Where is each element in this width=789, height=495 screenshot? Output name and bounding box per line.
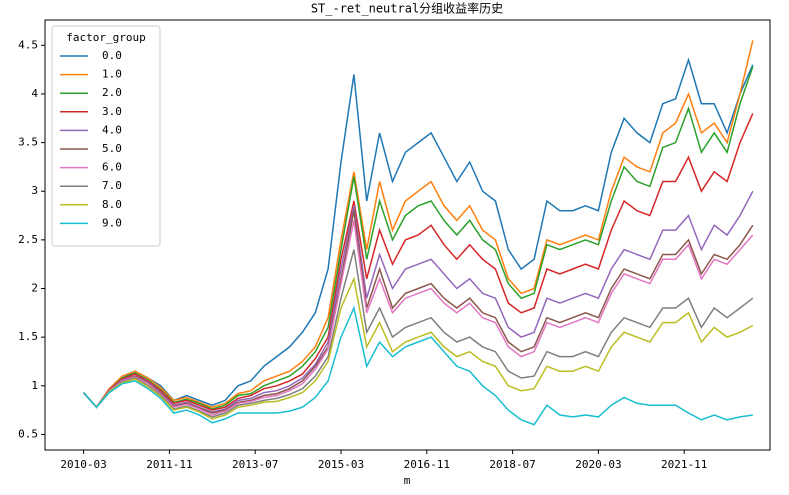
- x-tick-label: 2010-03: [60, 458, 106, 471]
- y-tick-label: 3.5: [18, 136, 38, 149]
- y-tick-label: 4: [31, 87, 38, 100]
- legend-label: 5.0: [102, 142, 122, 155]
- legend-label: 7.0: [102, 179, 122, 192]
- y-tick-label: 2: [31, 282, 38, 295]
- y-tick-label: 4.5: [18, 38, 38, 51]
- y-tick-label: 0.5: [18, 427, 38, 440]
- series-line: [83, 220, 754, 416]
- series-line: [83, 66, 754, 410]
- legend-label: 2.0: [102, 86, 122, 99]
- series-line: [83, 276, 754, 420]
- legend-label: 6.0: [102, 161, 122, 174]
- x-tick-label: 2011-11: [146, 458, 192, 471]
- legend-label: 9.0: [102, 216, 122, 229]
- series-line: [83, 305, 753, 426]
- x-tick-label: 2018-07: [489, 458, 535, 471]
- x-tick-label: 2015-03: [318, 458, 364, 471]
- series-line: [83, 210, 754, 414]
- legend-label: 1.0: [102, 68, 122, 81]
- x-tick-label: 2013-07: [232, 458, 278, 471]
- x-axis-label: m: [404, 474, 411, 487]
- series-line: [83, 113, 754, 411]
- plot-frame: [44, 19, 771, 451]
- y-tick-label: 1: [31, 379, 38, 392]
- legend-label: 0.0: [102, 49, 122, 62]
- legend: factor_group 0.0 1.0 2.0 3.0 4.0 5.0 6.0 7.0 8.0 9…: [51, 25, 161, 247]
- y-tick-label: 1.5: [18, 330, 38, 343]
- series-line: [83, 190, 754, 413]
- y-tick-label: 2.5: [18, 233, 38, 246]
- x-tick-label: 2020-03: [575, 458, 621, 471]
- legend-label: 3.0: [102, 105, 122, 118]
- series-line: [83, 57, 754, 409]
- series-line: [83, 40, 754, 409]
- legend-label: 4.0: [102, 123, 122, 136]
- y-tick-label: 3: [31, 184, 38, 197]
- series-line: [83, 249, 754, 418]
- legend-box: [51, 25, 161, 247]
- chart-title: ST_-ret_neutral分组收益率历史: [311, 1, 503, 16]
- legend-title: factor_group: [66, 31, 145, 44]
- x-tick-label: 2016-11: [404, 458, 450, 471]
- legend-label: 8.0: [102, 198, 122, 211]
- x-tick-label: 2021-11: [661, 458, 707, 471]
